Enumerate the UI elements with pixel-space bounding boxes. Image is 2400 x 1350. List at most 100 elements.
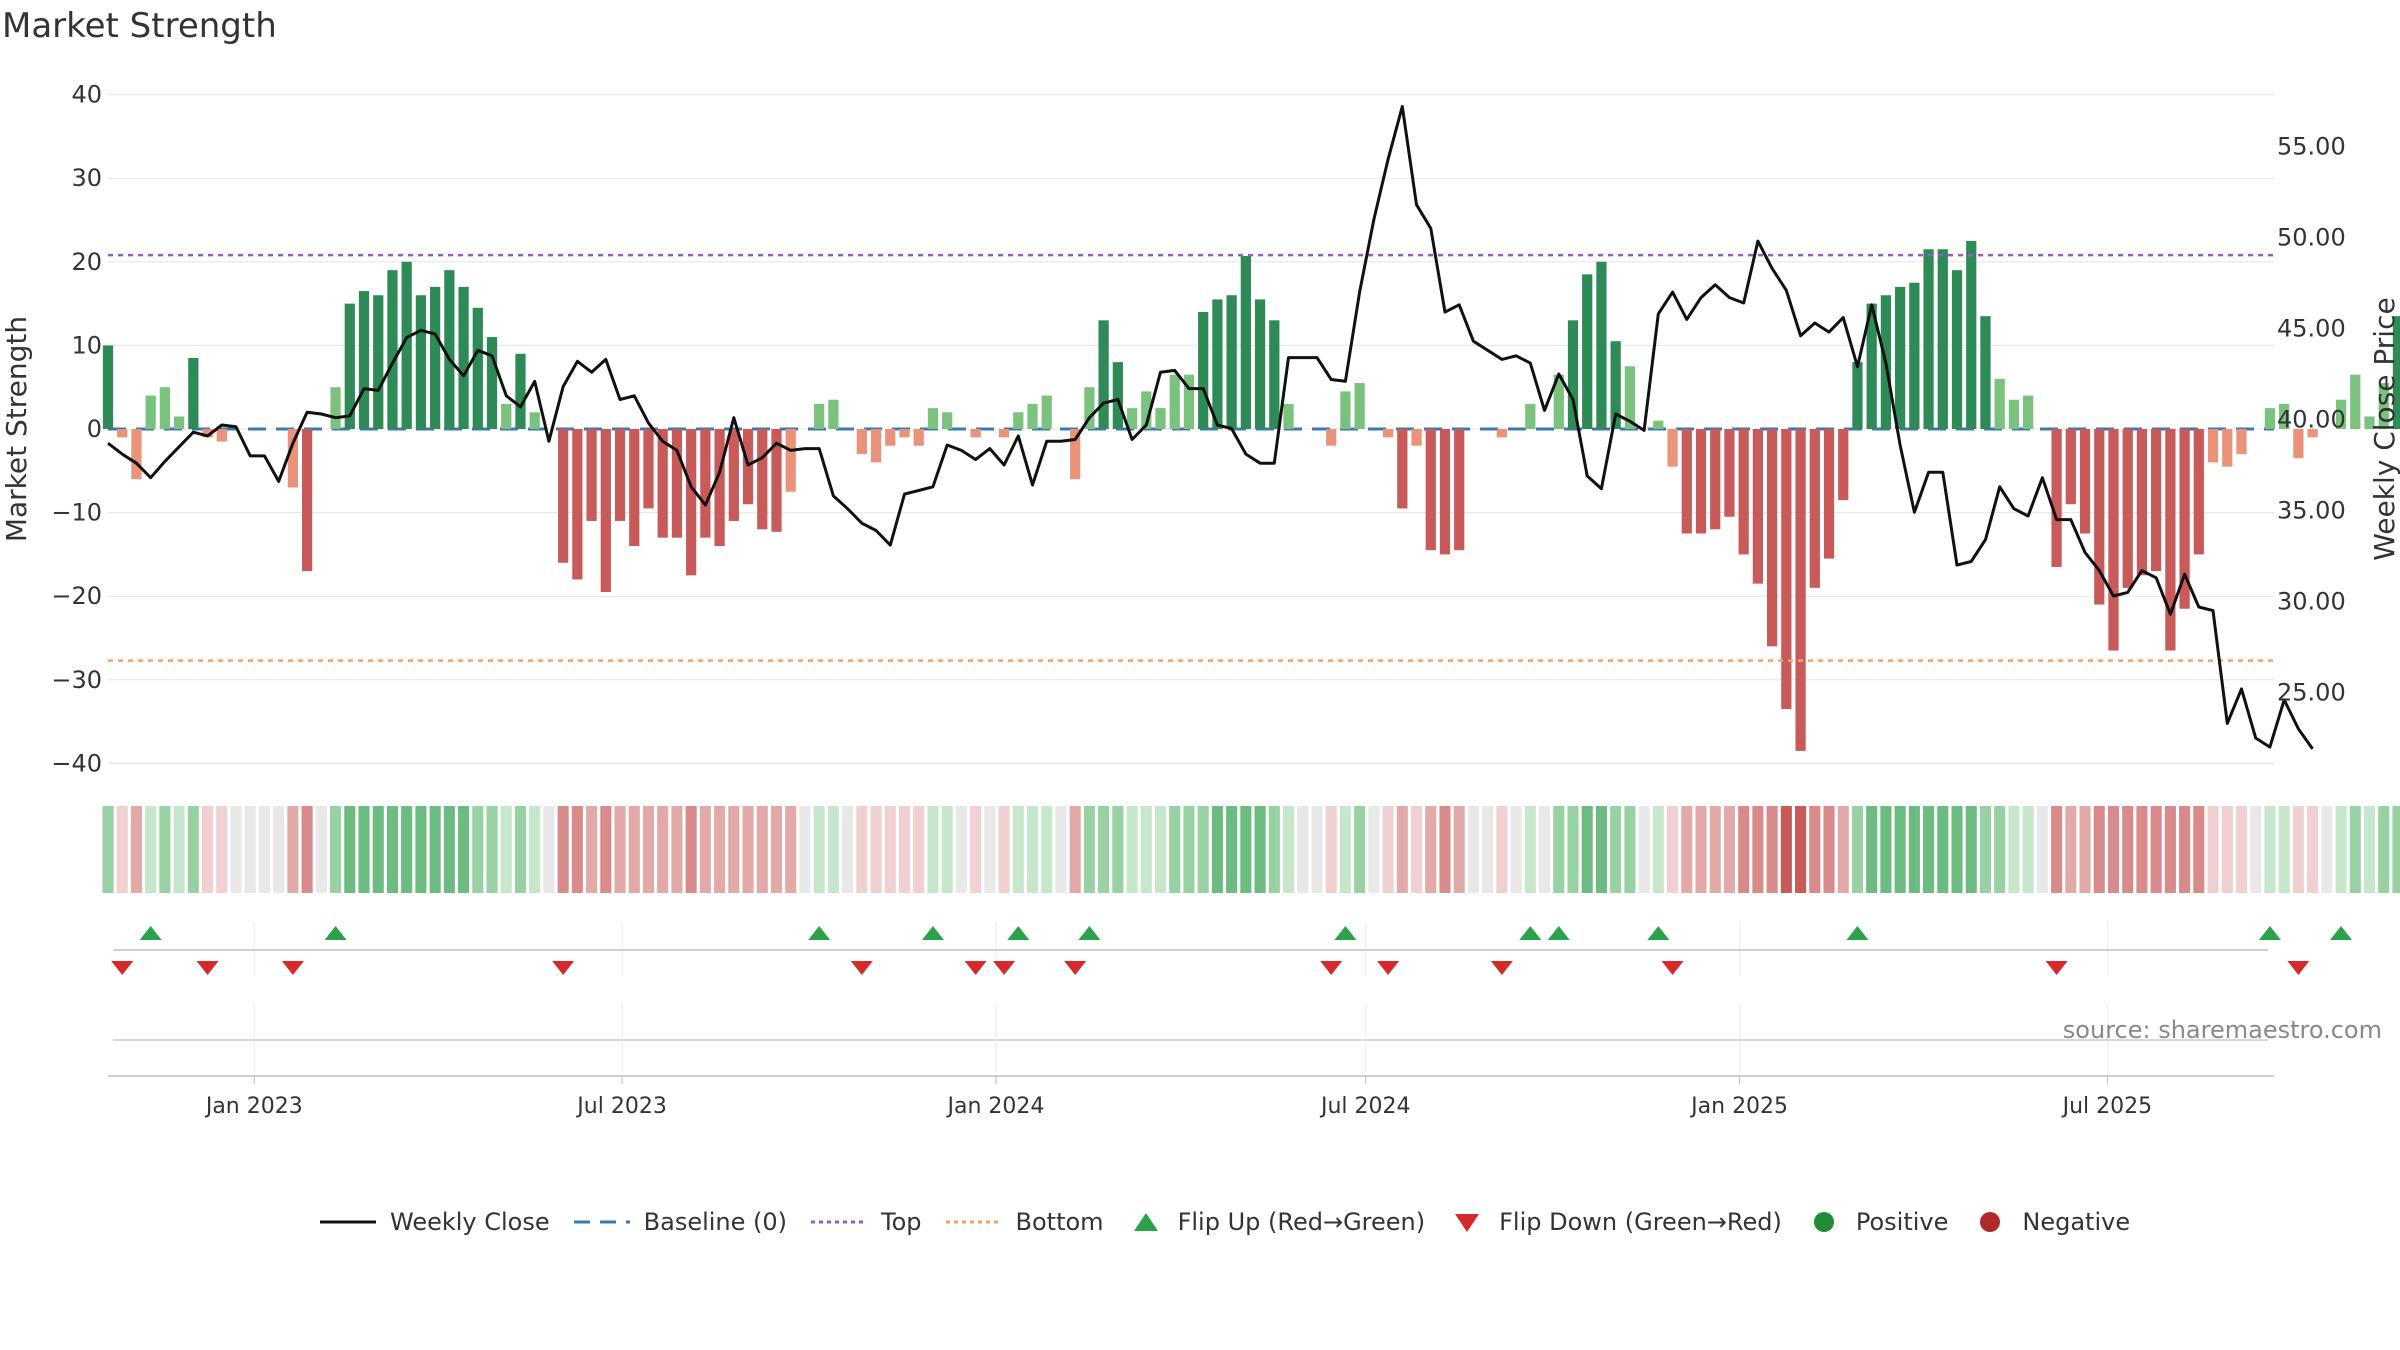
heat-cell [1866,806,1878,893]
y-tick-label: −20 [51,582,102,610]
heat-cell [1254,806,1266,893]
legend-label: Negative [2022,1208,2131,1236]
strength-bar [1112,362,1123,429]
y2-tick-label: 35.00 [2277,497,2346,525]
heat-cell [1098,806,1110,893]
strength-bar [1823,429,1835,559]
heat-cell [458,806,470,893]
strength-bar [458,286,469,429]
strength-bar [1681,429,1692,534]
heat-cell [1539,806,1551,893]
flip-up-marker [1334,926,1357,940]
heat-cell [486,806,498,893]
heat-cell [1226,806,1238,893]
heat-cell [386,806,399,893]
strength-bar [1767,429,1778,647]
strength-bar [430,286,441,429]
strength-bar [1397,429,1408,509]
heat-cell [1297,806,1309,893]
strength-bar [1454,429,1465,551]
strength-bar [870,429,882,463]
heat-cell [1069,806,1081,893]
strength-bar [1695,429,1707,534]
strength-bar [828,399,839,429]
x-tick-label: Jan 2025 [1689,1094,1788,1119]
heat-cell [1169,806,1181,893]
heat-cell [1183,806,1195,893]
heat-cell [1439,806,1451,893]
strength-bar [302,429,313,572]
strength-bar [1084,387,1095,429]
heat-cell [2349,806,2361,893]
strength-bar [1212,299,1223,429]
flip-down-marker [1320,961,1343,975]
strength-bar [856,429,867,455]
strength-bar [2279,403,2290,429]
heat-cell [1994,806,2006,893]
heat-cell [1041,806,1053,893]
strength-bar [1226,295,1237,429]
strength-bar [1624,366,1636,429]
heat-cell [1766,806,1778,893]
heat-cell [1894,806,1906,893]
strength-bar [1667,429,1678,467]
x-tick-label: Jul 2024 [1319,1094,1411,1119]
strength-bar [600,429,611,593]
heat-cell [1937,806,1949,893]
heat-cell [728,806,740,893]
flip-down-marker [1661,961,1684,975]
flip-down-marker [964,961,987,975]
strength-bar [1937,249,1948,429]
heat-cell [1851,806,1864,893]
triangle-down-icon [1455,1214,1480,1232]
strength-bar [643,429,654,509]
heat-cell [1453,806,1465,893]
heat-cell [514,806,527,893]
y-tick-label: −30 [51,666,102,694]
strength-bar [131,429,142,480]
heat-cell [614,806,626,893]
legend-dot-swatch [811,1220,868,1224]
strength-bar [472,307,483,429]
heat-cell [756,806,768,893]
heat-cell [258,806,271,893]
heat-cell [927,806,939,893]
strength-bar [501,403,512,429]
heat-cell [2264,806,2276,893]
legend-item-negative: Negative [1970,1208,2130,1236]
strength-bar [2236,429,2247,455]
strength-bar [2307,429,2318,438]
strength-bar [1098,320,1109,429]
flip-down-marker [2045,961,2068,975]
heat-cell [287,806,299,893]
chart-title: Market Strength [2,6,277,46]
strength-bar [1382,429,1394,438]
heat-cell [2136,806,2148,893]
y-tick-label: 0 [87,415,102,443]
legend-item-positive: Positive [1804,1208,1948,1236]
strength-bar [2122,429,2133,588]
strength-bar [899,429,910,438]
heat-cell [1979,806,1992,893]
strength-bar [2051,429,2062,567]
heat-cell [1610,806,1622,893]
strength-bar [102,345,114,429]
heat-cell [1567,806,1579,893]
y2-tick-label: 50.00 [2277,224,2346,252]
strength-bar [401,261,412,429]
heat-cell [813,806,825,893]
heat-cell [1709,806,1721,893]
strength-bar [529,412,540,429]
flip-up-marker [2258,926,2281,940]
legend-label: Bottom [1015,1208,1104,1236]
heat-cell [984,806,996,893]
strength-bar [742,429,754,505]
strength-bar [1240,255,1251,429]
heat-cell [1837,806,1849,893]
heat-cell [1211,806,1223,893]
y-tick-label: 10 [71,331,102,359]
heat-cell [827,806,839,893]
circle-icon [1980,1212,2001,1232]
heat-cell [1311,806,1323,893]
